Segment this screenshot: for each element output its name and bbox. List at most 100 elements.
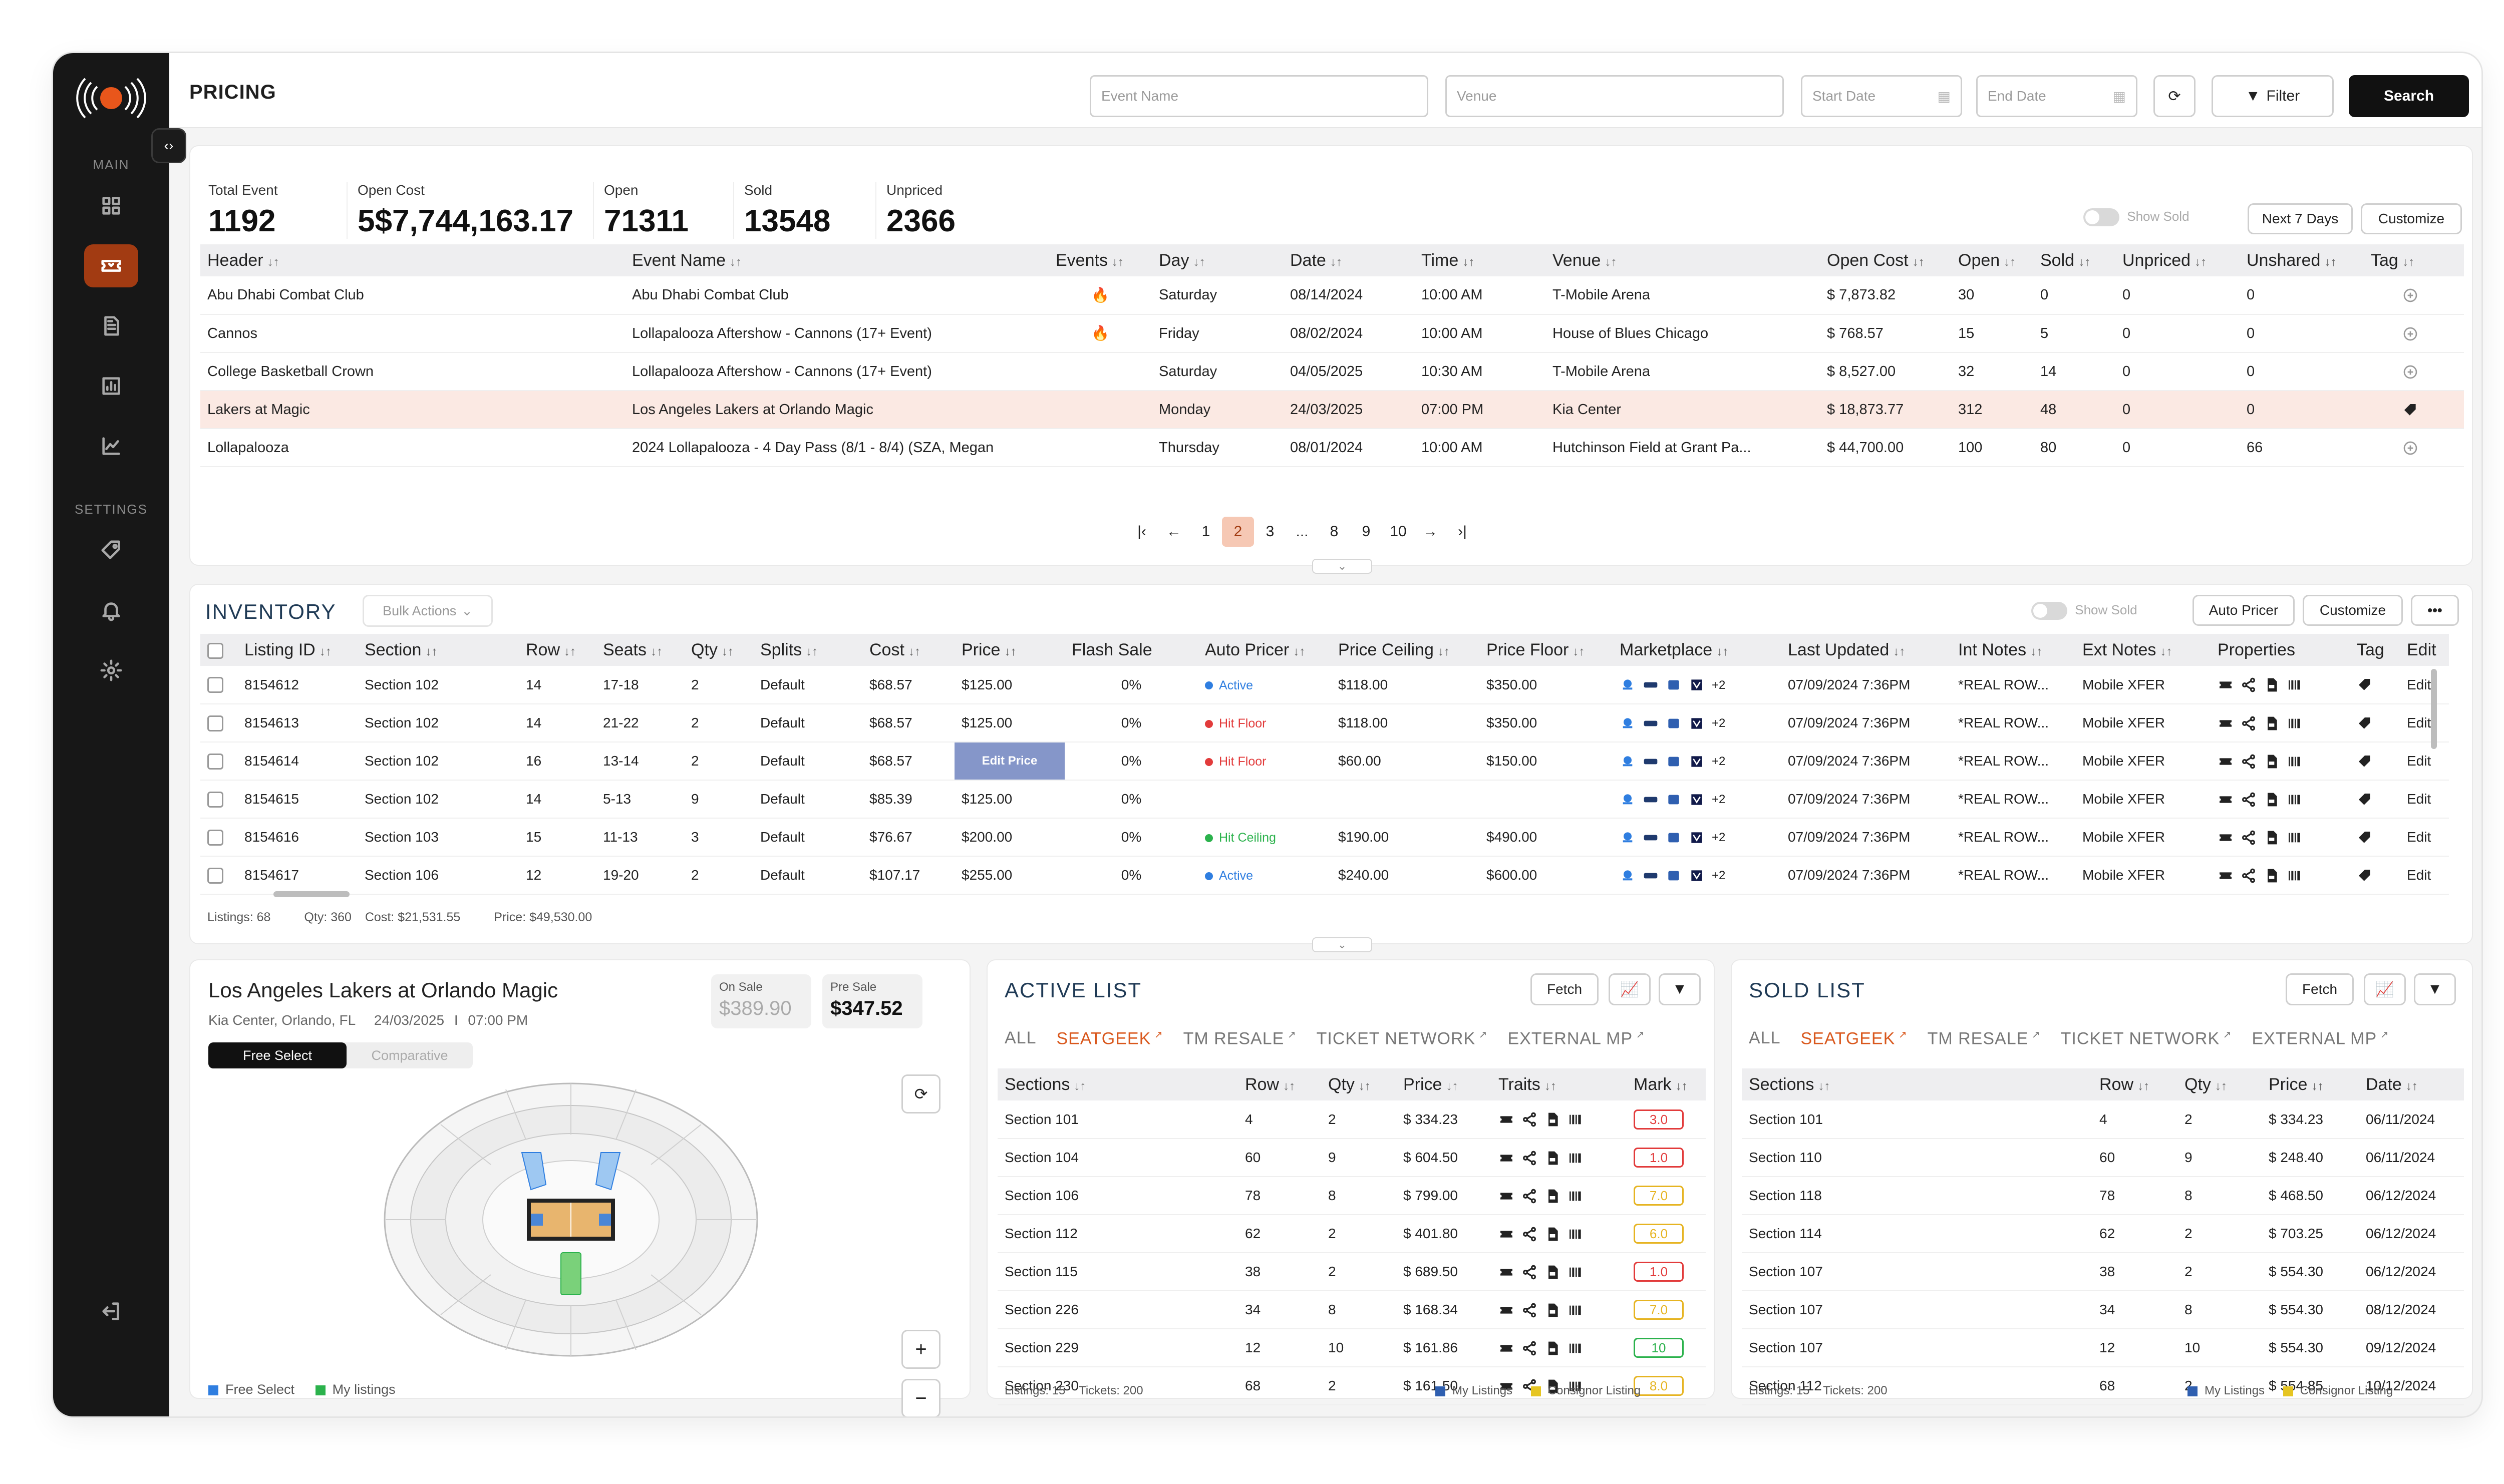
end-date-input[interactable]: End Date ▦ [1976, 75, 2137, 117]
row-select-cell[interactable] [200, 856, 237, 895]
marketplace-tab[interactable]: TM RESALE ↗ [1183, 1028, 1297, 1048]
active-listing-row[interactable]: Section 101 4 2 $ 334.23 3.0 [998, 1100, 1706, 1139]
tag-cell[interactable] [2350, 856, 2400, 895]
page-number[interactable]: ... [1296, 523, 1309, 540]
zoom-out-button[interactable]: − [901, 1379, 941, 1416]
filter-button[interactable]: ▼ Filter [2212, 75, 2334, 117]
select-all-checkbox[interactable] [207, 642, 223, 659]
more-options-button[interactable]: ••• [2411, 595, 2459, 626]
page-number[interactable]: 2 [1222, 517, 1254, 547]
tag-cell[interactable] [2364, 352, 2464, 391]
column-header[interactable]: Sections ↓↑ [998, 1068, 1238, 1100]
column-header[interactable]: Auto Pricer ↓↑ [1198, 634, 1331, 666]
column-header[interactable]: Unpriced ↓↑ [2115, 244, 2240, 276]
row-checkbox[interactable] [207, 829, 223, 846]
active-fetch-button[interactable]: Fetch [1530, 973, 1599, 1005]
marketplace-tab[interactable]: TM RESALE ↗ [1928, 1028, 2041, 1048]
sold-filter-button[interactable]: ▼ [2414, 973, 2456, 1005]
marketplace-cell[interactable]: +2 [1613, 742, 1781, 781]
active-listing-row[interactable]: Section 229 12 10 $ 161.86 10 [998, 1329, 1706, 1367]
marketplace-cell[interactable]: +2 [1613, 704, 1781, 743]
price-cell[interactable]: $125.00 [955, 704, 1065, 743]
seating-map[interactable] [381, 1079, 761, 1360]
tag-cell[interactable] [2350, 780, 2400, 819]
pricing-customize-button[interactable]: Customize [2361, 203, 2462, 234]
marketplace-tab[interactable]: SEATGEEK ↗ [1801, 1028, 1908, 1048]
edit-link[interactable]: Edit [2400, 742, 2449, 781]
column-header[interactable]: Events ↓↑ [1049, 244, 1152, 276]
listing-row[interactable]: 8154617 Section 106 12 19-20 2 Default $107.17… [200, 856, 2449, 895]
column-header[interactable]: Tag ↓↑ [2364, 244, 2464, 276]
nav-reports[interactable] [84, 364, 138, 408]
row-checkbox[interactable] [207, 753, 223, 770]
event-row[interactable]: Abu Dhabi Combat Club Abu Dhabi Combat Cl… [200, 276, 2464, 315]
column-header[interactable]: Marketplace ↓↑ [1613, 634, 1781, 666]
event-row[interactable]: Lollapalooza 2024 Lollapalooza - 4 Day Pa… [200, 429, 2464, 467]
select-all-header[interactable] [200, 634, 237, 666]
venue-input[interactable] [1445, 75, 1784, 117]
inventory-show-sold-toggle[interactable]: Show Sold [2031, 602, 2137, 620]
edit-link[interactable]: Edit [2400, 704, 2449, 743]
column-header[interactable]: Qty ↓↑ [1321, 1068, 1396, 1100]
sold-listing-row[interactable]: Section 110 60 9 $ 248.40 06/11/2024 [1742, 1139, 2464, 1177]
active-listing-row[interactable]: Section 106 78 8 $ 799.00 7.0 [998, 1177, 1706, 1215]
nav-logout[interactable] [84, 1290, 138, 1333]
tab-comparative[interactable]: Comparative [371, 1047, 448, 1063]
marketplace-cell[interactable]: +2 [1613, 818, 1781, 857]
column-header[interactable]: Date ↓↑ [2359, 1068, 2464, 1100]
edit-link[interactable]: Edit [2400, 780, 2449, 819]
column-header[interactable]: Edit [2400, 634, 2449, 666]
next-7-days-button[interactable]: Next 7 Days [2248, 203, 2353, 234]
column-header[interactable]: Ext Notes ↓↑ [2075, 634, 2211, 666]
row-select-cell[interactable] [200, 666, 237, 704]
page-number[interactable]: 10 [1390, 523, 1407, 540]
column-header[interactable]: Venue ↓↑ [1545, 244, 1820, 276]
marketplace-tab[interactable]: SEATGEEK ↗ [1057, 1028, 1163, 1048]
column-header[interactable]: Open Cost ↓↑ [1820, 244, 1951, 276]
edit-link[interactable]: Edit [2400, 856, 2449, 895]
column-header[interactable]: Traits ↓↑ [1491, 1068, 1627, 1100]
column-header[interactable]: Unshared ↓↑ [2240, 244, 2364, 276]
active-filter-button[interactable]: ▼ [1659, 973, 1701, 1005]
listing-row[interactable]: 8154614 Section 102 16 13-14 2 Default $68.57 E… [200, 742, 2449, 781]
first-page-button[interactable]: |‹ [1126, 517, 1158, 547]
marketplace-tab[interactable]: ALL [1749, 1028, 1781, 1048]
start-date-input[interactable]: Start Date ▦ [1801, 75, 1962, 117]
zoom-in-button[interactable]: + [901, 1330, 941, 1369]
row-checkbox[interactable] [207, 791, 223, 808]
column-header[interactable]: Price Ceiling ↓↑ [1331, 634, 1479, 666]
listing-row[interactable]: 8154613 Section 102 14 21-22 2 Default $68.57 $… [200, 704, 2449, 743]
marketplace-tab[interactable]: ALL [1005, 1028, 1037, 1048]
page-number[interactable]: 9 [1362, 523, 1371, 540]
row-select-cell[interactable] [200, 742, 237, 781]
nav-settings[interactable] [84, 649, 138, 692]
nav-dashboard[interactable] [84, 184, 138, 227]
sold-chart-button[interactable]: 📈 [2364, 973, 2406, 1005]
column-header[interactable]: Open ↓↑ [1951, 244, 2033, 276]
row-select-cell[interactable] [200, 780, 237, 819]
column-header[interactable]: Int Notes ↓↑ [1951, 634, 2075, 666]
active-listing-row[interactable]: Section 112 62 2 $ 401.80 6.0 [998, 1215, 1706, 1253]
tag-cell[interactable] [2350, 742, 2400, 781]
column-header[interactable]: Date ↓↑ [1283, 244, 1414, 276]
column-header[interactable]: Header ↓↑ [200, 244, 625, 276]
tag-cell[interactable] [2350, 818, 2400, 857]
tag-cell[interactable] [2364, 314, 2464, 353]
row-checkbox[interactable] [207, 677, 223, 693]
page-number[interactable]: 8 [1330, 523, 1339, 540]
edit-link[interactable]: Edit [2400, 666, 2449, 704]
listing-row[interactable]: 8154612 Section 102 14 17-18 2 Default $68.57 $… [200, 666, 2449, 704]
inventory-customize-button[interactable]: Customize [2303, 595, 2403, 626]
price-cell[interactable]: $255.00 [955, 856, 1065, 895]
auto-pricer-button[interactable]: Auto Pricer [2193, 595, 2295, 626]
event-name-input[interactable] [1090, 75, 1428, 117]
tag-cell[interactable] [2364, 429, 2464, 467]
marketplace-cell[interactable]: +2 [1613, 666, 1781, 704]
sold-fetch-button[interactable]: Fetch [2286, 973, 2354, 1005]
column-header[interactable]: Tag [2350, 634, 2400, 666]
marketplace-cell[interactable]: +2 [1613, 856, 1781, 895]
row-select-cell[interactable] [200, 818, 237, 857]
event-row[interactable]: College Basketball Crown Lollapalooza Aft… [200, 352, 2464, 391]
column-header[interactable]: Price ↓↑ [955, 634, 1065, 666]
sold-listing-row[interactable]: Section 114 62 2 $ 703.25 06/12/2024 [1742, 1215, 2464, 1253]
